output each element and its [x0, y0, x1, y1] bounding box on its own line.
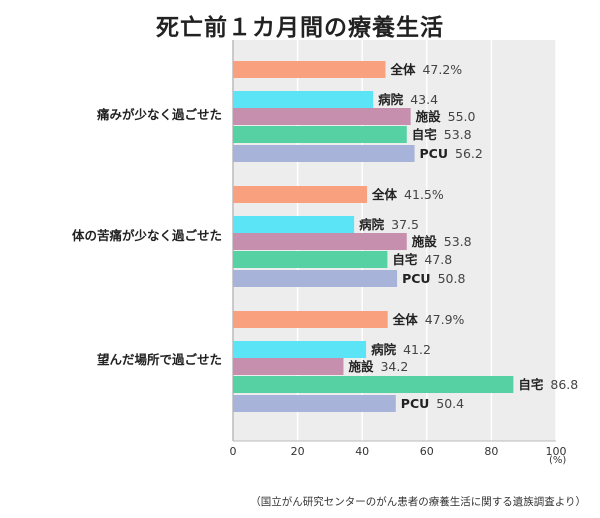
bar-series-label: 自宅 — [392, 252, 418, 267]
bar-value-label: 50.4 — [436, 396, 464, 411]
x-tick-label: 100 — [546, 445, 567, 458]
bar — [233, 145, 415, 162]
bar-value-label: 47.9% — [425, 312, 465, 327]
bar — [233, 270, 398, 287]
category-label: 望んだ場所で過ごせた — [96, 352, 222, 367]
bar-value-label: 50.8 — [438, 271, 466, 286]
bar — [233, 358, 344, 375]
bar-value-label: 43.4 — [410, 92, 438, 107]
bar — [233, 186, 368, 203]
bar-series-label: 施設 — [416, 109, 442, 124]
bar-value-label: 37.5 — [391, 217, 419, 232]
bar-series-label: 病院 — [371, 342, 397, 357]
bar-series-label: 自宅 — [518, 377, 544, 392]
x-tick-label: 80 — [484, 445, 498, 458]
bar-series-label: 全体 — [392, 312, 419, 327]
bar-series-label: 病院 — [359, 217, 385, 232]
bar — [233, 311, 388, 328]
bar-series-label: 全体 — [371, 187, 398, 202]
bar-series-label: 施設 — [412, 234, 438, 249]
bar — [233, 395, 396, 412]
bar — [233, 91, 374, 108]
bar-value-label: 41.2 — [403, 342, 431, 357]
x-tick-label: 40 — [355, 445, 369, 458]
bar-value-label: 47.8 — [424, 252, 452, 267]
source-note: （国立がん研究センターのがん患者の療養生活に関する遺族調査より） — [250, 496, 586, 508]
bar-series-label: PCU — [402, 271, 431, 286]
bar — [233, 126, 407, 143]
bar-series-label: 施設 — [348, 359, 374, 374]
bar-value-label: 86.8 — [550, 377, 578, 392]
bar-value-label: 41.5% — [404, 187, 444, 202]
bar-value-label: 53.8 — [444, 234, 472, 249]
bar — [233, 233, 407, 250]
x-tick-label: 60 — [420, 445, 434, 458]
bar — [233, 376, 514, 393]
chart-title: 死亡前１カ月間の療養生活 — [156, 15, 444, 41]
bar-series-label: 全体 — [389, 62, 416, 77]
bar-value-label: 34.2 — [380, 359, 408, 374]
bar-series-label: 自宅 — [412, 127, 438, 142]
bar — [233, 108, 411, 125]
category-label: 体の苦痛が少なく過ごせた — [71, 228, 222, 243]
x-tick-label: 20 — [291, 445, 305, 458]
bar — [233, 216, 355, 233]
bar — [233, 61, 386, 78]
bar — [233, 251, 388, 268]
bar-series-label: PCU — [401, 396, 430, 411]
x-tick-label: 0 — [230, 445, 237, 458]
x-axis-unit-label: (%) — [549, 455, 567, 466]
bar-series-label: 病院 — [378, 92, 404, 107]
bar-value-label: 53.8 — [444, 127, 472, 142]
bar-value-label: 55.0 — [448, 109, 476, 124]
bar-value-label: 56.2 — [455, 146, 483, 161]
category-label: 痛みが少なく過ごせた — [96, 107, 222, 122]
bar — [233, 341, 367, 358]
bar-value-label: 47.2% — [422, 62, 462, 77]
bar-series-label: PCU — [420, 146, 449, 161]
